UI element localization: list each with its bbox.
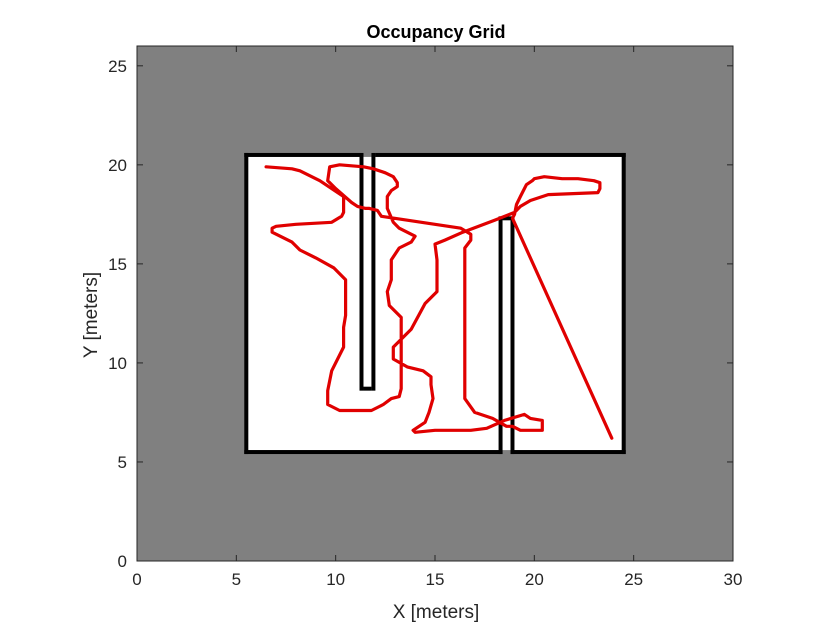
- y-tick-label: 15: [108, 255, 127, 274]
- occupied-wall: [498, 216, 503, 455]
- path-line: [264, 163, 614, 440]
- occupied-wall: [375, 152, 626, 157]
- x-tick-label: 10: [326, 570, 345, 589]
- occupied-wall: [621, 152, 626, 455]
- x-tick-label: 0: [132, 570, 141, 589]
- y-tick-label: 5: [118, 453, 127, 472]
- y-tick-label: 25: [108, 57, 127, 76]
- occupied-wall: [244, 450, 503, 455]
- occupied-wall: [502, 216, 511, 221]
- plot-area: [137, 46, 733, 561]
- occupied-wall: [244, 152, 249, 455]
- x-tick-label: 15: [426, 570, 445, 589]
- x-tick-label: 5: [232, 570, 241, 589]
- x-tick-label: 30: [724, 570, 743, 589]
- occupied-wall: [244, 152, 360, 157]
- x-tick-label: 20: [525, 570, 544, 589]
- occupied-wall: [371, 152, 376, 391]
- y-axis-label: Y [meters]: [81, 272, 102, 358]
- x-tick-label: 25: [624, 570, 643, 589]
- y-tick-label: 0: [118, 552, 127, 571]
- axes: 0 5 10 15 20 25 30 0 5 10 15 20 25: [108, 45, 743, 589]
- y-tick-label: 20: [108, 156, 127, 175]
- chart-title: Occupancy Grid: [366, 22, 505, 42]
- x-axis-label: X [meters]: [393, 602, 480, 623]
- y-tick-label: 10: [108, 354, 127, 373]
- free-space: [248, 156, 622, 451]
- occupied-wall: [510, 216, 515, 455]
- occupied-wall: [359, 152, 364, 391]
- occupied-wall: [510, 450, 626, 455]
- occupied-wall: [363, 386, 372, 391]
